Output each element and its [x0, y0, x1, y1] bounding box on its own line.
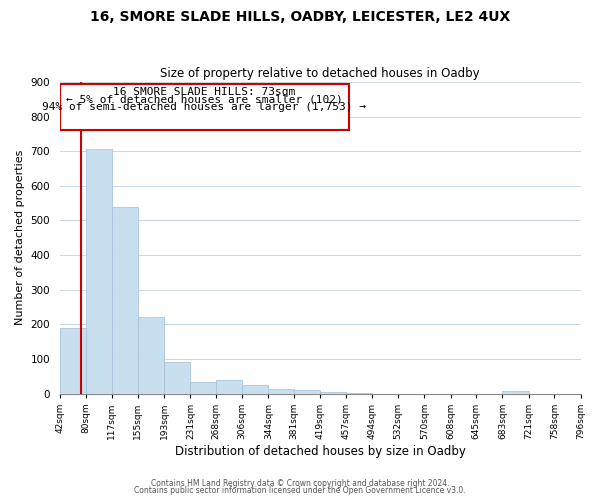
Bar — [164, 362, 190, 394]
Y-axis label: Number of detached properties: Number of detached properties — [15, 150, 25, 326]
Title: Size of property relative to detached houses in Oadby: Size of property relative to detached ho… — [160, 66, 480, 80]
Bar — [86, 148, 112, 394]
Text: 16, SMORE SLADE HILLS, OADBY, LEICESTER, LE2 4UX: 16, SMORE SLADE HILLS, OADBY, LEICESTER,… — [90, 10, 510, 24]
Text: Contains HM Land Registry data © Crown copyright and database right 2024.: Contains HM Land Registry data © Crown c… — [151, 478, 449, 488]
Bar — [60, 84, 349, 130]
Bar — [242, 384, 268, 394]
Text: 16 SMORE SLADE HILLS: 73sqm: 16 SMORE SLADE HILLS: 73sqm — [113, 87, 295, 97]
Bar — [502, 391, 529, 394]
Bar — [294, 390, 320, 394]
Bar — [216, 380, 242, 394]
Bar — [320, 392, 346, 394]
Bar — [138, 316, 164, 394]
Bar — [60, 328, 86, 394]
Text: ← 5% of detached houses are smaller (102): ← 5% of detached houses are smaller (102… — [66, 95, 343, 105]
Bar — [112, 206, 138, 394]
Bar — [268, 390, 294, 394]
Bar — [190, 382, 216, 394]
Bar — [346, 393, 372, 394]
Text: Contains public sector information licensed under the Open Government Licence v3: Contains public sector information licen… — [134, 486, 466, 495]
X-axis label: Distribution of detached houses by size in Oadby: Distribution of detached houses by size … — [175, 444, 466, 458]
Text: 94% of semi-detached houses are larger (1,753) →: 94% of semi-detached houses are larger (… — [42, 102, 366, 113]
